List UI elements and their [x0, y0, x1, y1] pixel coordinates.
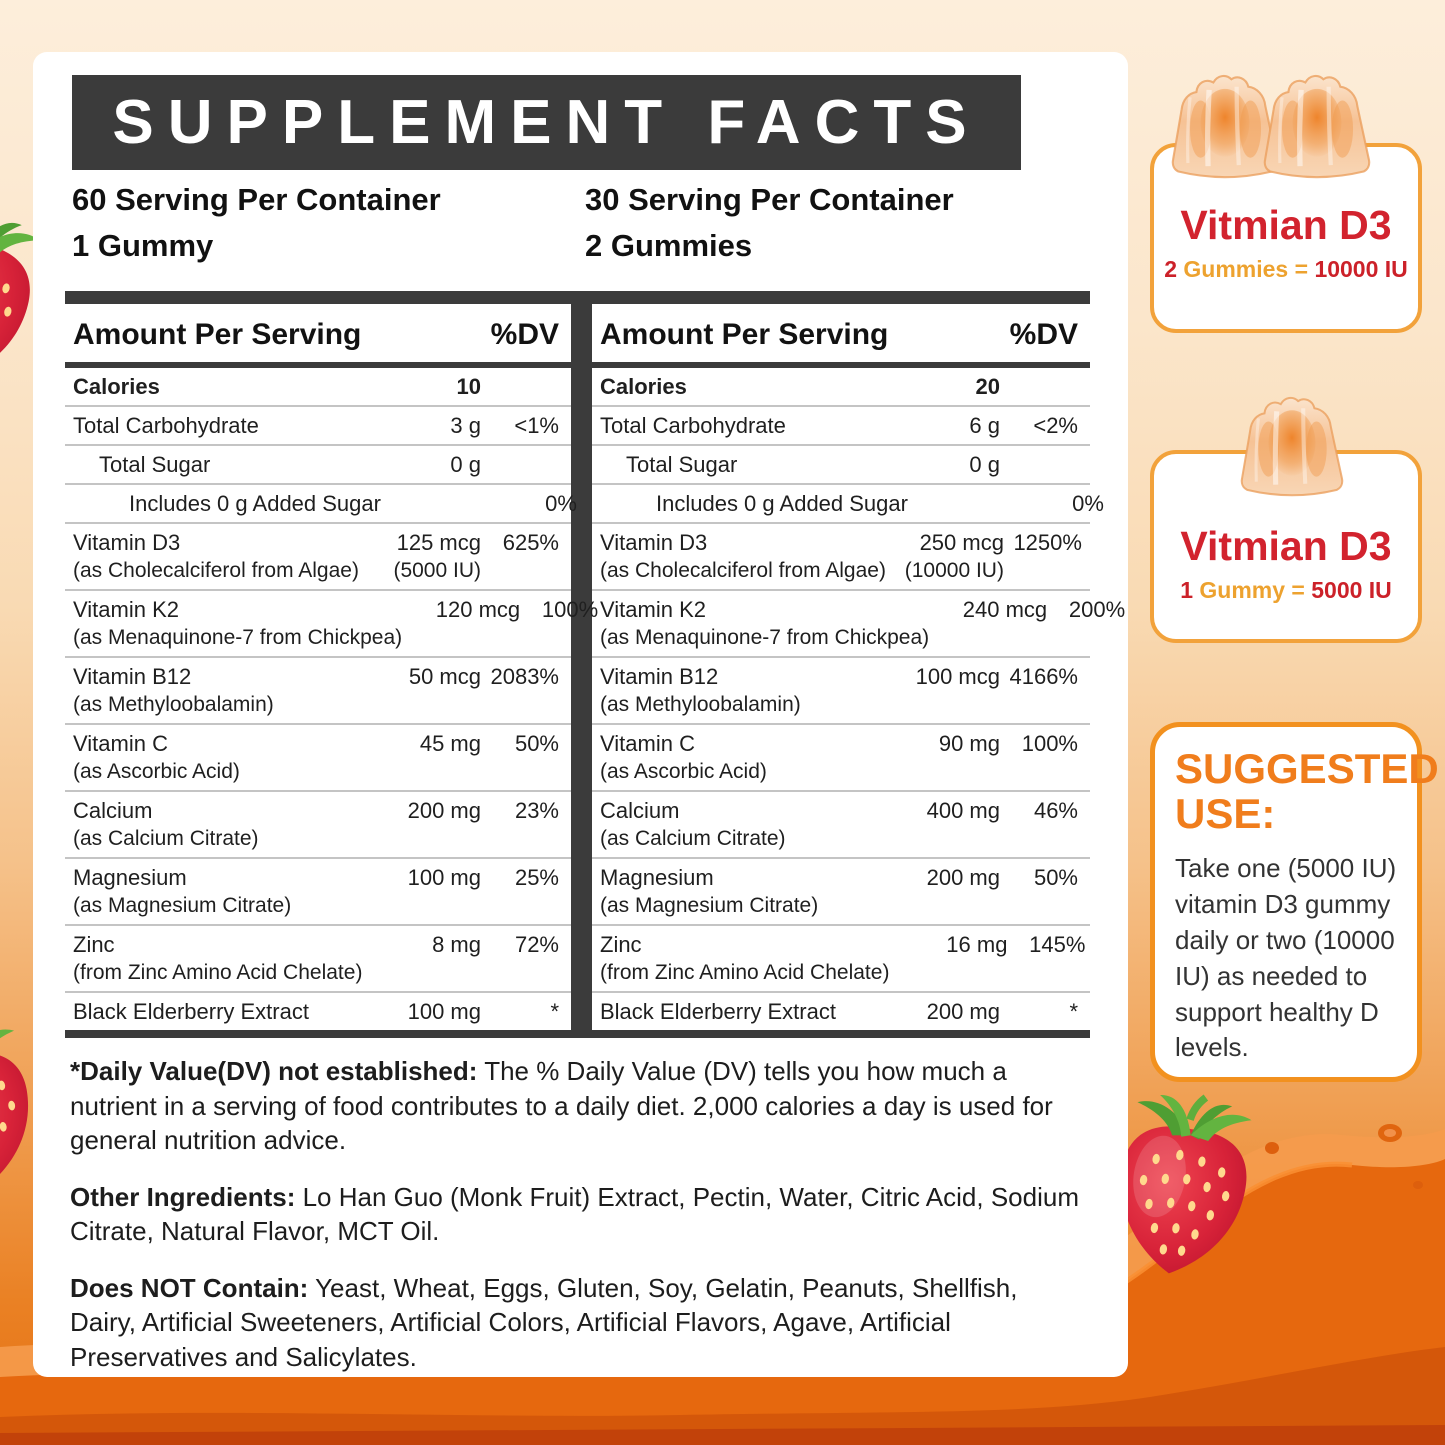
table-row: Total Carbohydrate 3 g <1% — [65, 407, 571, 446]
table-bottom-bar — [65, 1029, 571, 1038]
serving-info-30: 30 Serving Per Container 2 Gummies — [585, 184, 954, 261]
badge-value: 5000 IU — [1311, 577, 1392, 603]
dv-label: %DV — [1009, 318, 1078, 351]
facts-table-1-gummy: Amount Per Serving %DV Calories 10 Total C… — [65, 304, 598, 1038]
gummy-icon — [1252, 74, 1382, 180]
gummy-icon — [1230, 396, 1354, 498]
table-row: Vitamin D3 (as Cholecalciferol from Algae… — [592, 524, 1090, 591]
badge-title: Vitmian D3 — [1180, 523, 1392, 569]
supplement-facts-panel: SUPPLEMENT FACTS 60 Serving Per Containe… — [33, 52, 1128, 1377]
table-rows: Calories 20 Total Carbohydrate 6 g <2% Total … — [592, 368, 1125, 1030]
table-row: Calories 20 — [592, 368, 1090, 407]
serving-info-60: 60 Serving Per Container 1 Gummy — [72, 184, 441, 261]
footnote-paragraph: Does NOT Contain: Yeast, Wheat, Eggs, Gl… — [70, 1272, 1018, 1373]
table-row: Calories 10 — [65, 368, 571, 407]
serving-line: 1 Gummy — [72, 228, 214, 263]
suggested-use-box: SUGGESTED USE: Take one (5000 IU) vitami… — [1150, 722, 1439, 1082]
table-row: Total Sugar 0 g — [65, 446, 571, 485]
table-row: Total Carbohydrate 6 g <2% — [592, 407, 1090, 446]
dv-label: %DV — [490, 318, 559, 351]
table-row: Magnesium (as Magnesium Citrate) 100 mg 25% — [65, 859, 571, 926]
table-row: Includes 0 g Added Sugar 0% — [65, 485, 577, 524]
table-row: Zinc (from Zinc Amino Acid Chelate) 16 mg 1… — [592, 926, 1090, 993]
table-row: Vitamin C (as Ascorbic Acid) 90 mg 100% — [592, 725, 1090, 792]
amount-per-serving-label: Amount Per Serving — [73, 318, 362, 351]
badge-equals: = — [1294, 256, 1309, 282]
suggested-use-title-line: SUGGESTED — [1175, 745, 1439, 792]
serving-line: 30 Serving Per Container — [585, 182, 954, 217]
badge-subtitle: 2 Gummies = 10000 IU — [1154, 256, 1418, 283]
table-row: Black Elderberry Extract 100 mg * — [73, 998, 559, 1024]
table-row: Black Elderberry Extract 200 mg * — [600, 998, 1078, 1024]
table-rows: Calories 10 Total Carbohydrate 3 g <1% Total … — [65, 368, 598, 1030]
table-row: Vitamin D3 (as Cholecalciferol from Algae… — [65, 524, 571, 591]
panel-title-bar: SUPPLEMENT FACTS — [72, 75, 1021, 170]
suggested-use-text: Take one (5000 IU) vitamin D3 gummy dail… — [1175, 853, 1397, 1063]
table-row: Total Sugar 0 g — [592, 446, 1090, 485]
badge-count: 2 — [1164, 256, 1177, 282]
badge-unit: Gummy — [1199, 577, 1286, 603]
table-divider-bar — [571, 291, 592, 1038]
badge-value: 10000 IU — [1314, 256, 1408, 282]
table-row: Vitamin B12 (as Methyloobalamin) 50 mcg 208… — [65, 658, 571, 725]
badge-subtitle: 1 Gummy = 5000 IU — [1154, 577, 1418, 604]
header-divider — [65, 362, 571, 368]
header-divider — [592, 362, 1090, 368]
badge-title: Vitmian D3 — [1180, 202, 1392, 248]
table-row: Vitamin C (as Ascorbic Acid) 45 mg 50% — [65, 725, 571, 792]
table-header: Amount Per Serving %DV — [592, 304, 1090, 362]
table-row: Magnesium (as Magnesium Citrate) 200 mg 50% — [592, 859, 1090, 926]
table-bottom-bar — [592, 1029, 1090, 1038]
panel-title: SUPPLEMENT FACTS — [112, 88, 981, 157]
serving-line: 60 Serving Per Container — [72, 182, 441, 217]
table-row: Vitamin K2 (as Menaquinone-7 from Chickpe… — [592, 591, 1125, 658]
table-row: Vitamin B12 (as Methyloobalamin) 100 mcg 41… — [592, 658, 1090, 725]
footnote-paragraph: Other Ingredients: Lo Han Guo (Monk Frui… — [70, 1181, 1079, 1247]
table-row: Includes 0 g Added Sugar 0% — [592, 485, 1104, 524]
footnote-paragraph: *Daily Value(DV) not established: The % … — [70, 1056, 1053, 1156]
serving-line: 2 Gummies — [585, 228, 753, 263]
table-row: Vitamin K2 (as Menaquinone-7 from Chickpe… — [65, 591, 598, 658]
table-row: Calcium (as Calcium Citrate) 400 mg 46% — [592, 792, 1090, 859]
table-row: Calcium (as Calcium Citrate) 200 mg 23% — [65, 792, 571, 859]
table-header: Amount Per Serving %DV — [65, 304, 571, 362]
footnotes: *Daily Value(DV) not established: The % … — [70, 1054, 1090, 1377]
badge-count: 1 — [1180, 577, 1193, 603]
suggested-use-title: SUGGESTED USE: — [1175, 745, 1439, 837]
facts-table-2-gummies: Amount Per Serving %DV Calories 20 Total C… — [592, 304, 1125, 1038]
badge-equals: = — [1291, 577, 1305, 603]
amount-per-serving-label: Amount Per Serving — [600, 318, 889, 351]
table-row: Zinc (from Zinc Amino Acid Chelate) 8 mg 72… — [65, 926, 571, 993]
badge-unit: Gummies — [1183, 256, 1289, 282]
suggested-use-title-line: USE: — [1175, 789, 1276, 837]
